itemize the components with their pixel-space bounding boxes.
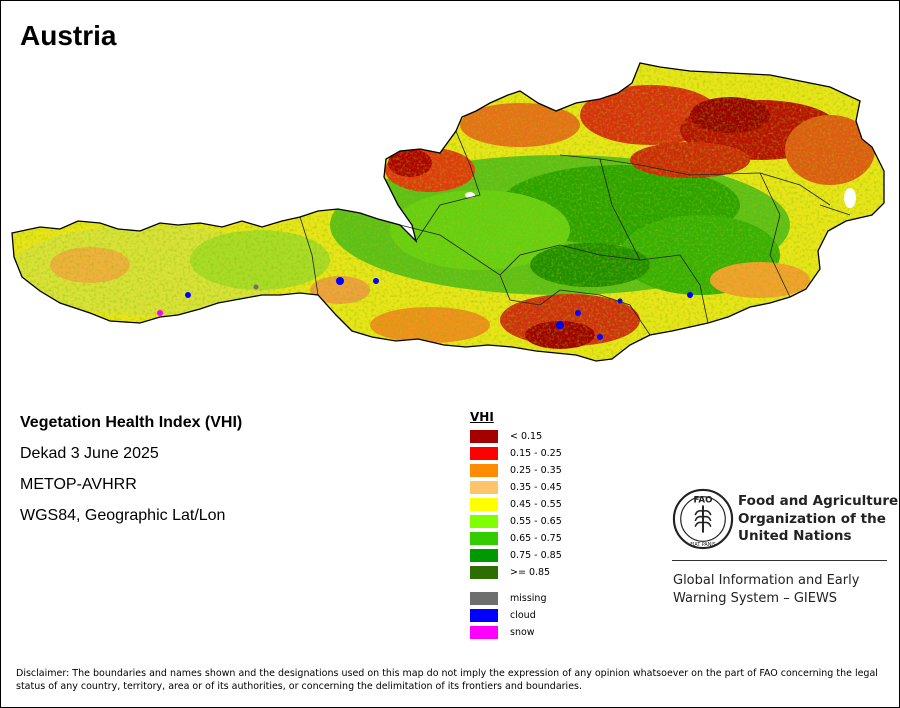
legend-class-item: 0.65 - 0.75 — [470, 530, 562, 547]
fao-name-line-3: United Nations — [738, 528, 852, 544]
legend-extra-label: cloud — [510, 610, 536, 621]
legend-class-item: 0.45 - 0.55 — [470, 496, 562, 513]
projection-label: WGS84, Geographic Lat/Lon — [20, 507, 226, 524]
legend-class-label: 0.75 - 0.85 — [510, 550, 562, 561]
legend-class-label: 0.55 - 0.65 — [510, 516, 562, 527]
legend-extra-item: missing — [470, 590, 562, 607]
legend-class-item: >= 0.85 — [470, 564, 562, 581]
fao-logo: FAO FIAT PANIS — [672, 488, 734, 550]
legend-class-swatch — [470, 515, 498, 528]
map-title: Austria — [20, 20, 117, 51]
fao-name: Food and Agriculture Organization of the… — [738, 493, 898, 546]
legend-class-swatch — [470, 498, 498, 511]
legend-class-label: >= 0.85 — [510, 567, 551, 578]
period-label: Dekad 3 June 2025 — [20, 445, 159, 462]
giews-line-2: Warning System – GIEWS — [673, 591, 838, 606]
legend-extra-swatch — [470, 626, 498, 639]
legend-class-label: 0.45 - 0.55 — [510, 499, 562, 510]
legend-extra: missing cloud snow — [470, 590, 562, 641]
legend-class-swatch — [470, 464, 498, 477]
legend-class-item: 0.75 - 0.85 — [470, 547, 562, 564]
map-info: Vegetation Health Index (VHI) Dekad 3 Ju… — [20, 414, 242, 538]
fao-name-line-2: Organization of the — [738, 510, 886, 527]
legend-class-swatch — [470, 549, 498, 562]
svg-text:FIAT PANIS: FIAT PANIS — [690, 542, 716, 548]
legend-class-item: 0.15 - 0.25 — [470, 445, 562, 462]
legend-extra-label: missing — [510, 593, 547, 604]
legend-class-swatch — [470, 532, 498, 545]
legend-class-swatch — [470, 430, 498, 443]
legend-extra-label: snow — [510, 627, 535, 638]
legend-class-label: 0.35 - 0.45 — [510, 482, 562, 493]
giews-line-1: Global Information and Early — [673, 573, 860, 588]
legend-title: VHI — [470, 410, 494, 424]
vhi-legend: VHI < 0.15 0.15 - 0.25 0.25 - 0.35 0.35 - 0… — [470, 410, 562, 641]
legend-extra-item: snow — [470, 624, 562, 641]
legend-class-item: 0.35 - 0.45 — [470, 479, 562, 496]
legend-class-label: < 0.15 — [510, 431, 543, 442]
legend-extra-swatch — [470, 609, 498, 622]
product-title: Vegetation Health Index (VHI) — [20, 414, 243, 431]
legend-class-label: 0.25 - 0.35 — [510, 465, 562, 476]
legend-class-item: 0.25 - 0.35 — [470, 462, 562, 479]
legend-class-swatch — [470, 481, 498, 494]
legend-extra-swatch — [470, 592, 498, 605]
giews-label: Global Information and Early Warning Sys… — [673, 572, 859, 608]
legend-class-item: < 0.15 — [470, 428, 562, 445]
legend-class-label: 0.65 - 0.75 — [510, 533, 562, 544]
legend-classes: < 0.15 0.15 - 0.25 0.25 - 0.35 0.35 - 0.45 0… — [470, 428, 562, 581]
svg-text:FAO: FAO — [693, 496, 712, 506]
fao-name-line-1: Food and Agriculture — [738, 493, 899, 509]
austria-vhi-map — [11, 62, 885, 362]
disclaimer: Disclaimer: The boundaries and names sho… — [16, 668, 878, 692]
sensor-label: METOP-AVHRR — [20, 476, 137, 493]
legend-extra-item: cloud — [470, 607, 562, 624]
legend-class-label: 0.15 - 0.25 — [510, 448, 562, 459]
legend-class-swatch — [470, 566, 498, 579]
legend-class-swatch — [470, 447, 498, 460]
legend-class-item: 0.55 - 0.65 — [470, 513, 562, 530]
divider — [672, 560, 887, 561]
